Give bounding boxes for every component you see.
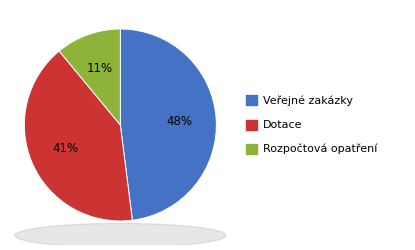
Wedge shape: [120, 29, 216, 220]
Ellipse shape: [15, 224, 226, 248]
Text: 11%: 11%: [87, 62, 113, 76]
Text: 48%: 48%: [167, 115, 193, 128]
Text: 41%: 41%: [53, 142, 79, 155]
Wedge shape: [59, 29, 120, 125]
Wedge shape: [24, 51, 132, 221]
Legend: Veřejné zakázky, Dotace, Rozpočtová opatření: Veřejné zakázky, Dotace, Rozpočtová opat…: [246, 96, 377, 154]
